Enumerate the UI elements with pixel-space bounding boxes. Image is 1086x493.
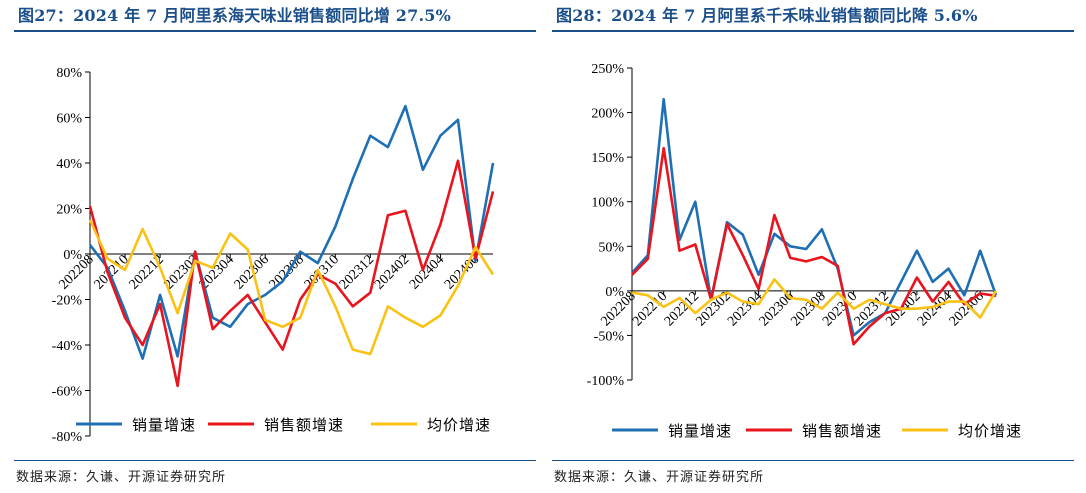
right-y-tick-label: 200% [591, 107, 624, 122]
right-legend-label: 销量增速 [668, 422, 732, 440]
left-legend-label: 均价增速 [427, 416, 491, 434]
right-chart-title: 图28：2024 年 7 月阿里系千禾味业销售额同比降 5.6% [556, 6, 978, 25]
right-series-line-1 [631, 97, 998, 337]
right-series-line-3 [631, 278, 998, 319]
left-chart-panel: 图27：2024 年 7 月阿里系海天味业销售额同比增 27.5% 80% 60%… [14, 0, 544, 493]
left-x-tick-label: 202306 [232, 252, 272, 292]
right-x-tick-label: 202210 [630, 289, 670, 329]
right-y-tick-label: 150% [591, 151, 624, 166]
right-title-rule [552, 30, 1074, 32]
right-legend-label: 均价增速 [958, 422, 1022, 440]
left-y-tick-label: -40% [52, 339, 83, 354]
left-data-source: 数据来源：久谦、开源证券研究所 [16, 470, 227, 485]
right-source-rule [552, 460, 1074, 461]
right-y-tick-label: 100% [591, 196, 624, 211]
left-series-line-1 [88, 104, 495, 360]
left-legend-label: 销售额增速 [264, 416, 344, 434]
right-x-tick-label: 202212 [662, 289, 702, 329]
right-legend-label: 销售额增速 [802, 422, 882, 440]
left-y-tick-label: -20% [52, 294, 83, 309]
left-y-tick-label: 60% [56, 112, 82, 127]
right-legend: 销量增速 销售额增速 均价增速 [612, 422, 1022, 440]
right-y-tick-label: -100% [587, 374, 625, 389]
left-y-tick-label: 0% [63, 248, 82, 263]
left-y-tick-label: -60% [52, 385, 83, 400]
left-y-tick-label: -80% [52, 430, 83, 445]
left-source-rule [14, 460, 536, 461]
right-chart-panel: 图28：2024 年 7 月阿里系千禾味业销售额同比降 5.6% 250% 200… [552, 0, 1082, 493]
right-y-tick-label: 0% [605, 285, 624, 300]
right-y-tick-label: -50% [594, 329, 625, 344]
right-x-tick-label: 202406 [947, 289, 987, 329]
right-line-chart: 250%200%150%100%50%0%-50%-100%2022082022… [587, 62, 1022, 440]
right-series-line-2 [631, 146, 997, 346]
right-y-tick-label: 250% [591, 62, 624, 77]
left-legend-label: 销量增速 [132, 416, 196, 434]
left-line-chart: 80%60%40%20%0%-20%-40%-60%-80%2022082022… [52, 66, 495, 445]
left-y-tick-label: 40% [56, 157, 82, 172]
left-series-line-3 [88, 219, 495, 356]
left-y-tick-label: 80% [56, 66, 82, 81]
left-chart-title: 图27：2024 年 7 月阿里系海天味业销售额同比增 27.5% [18, 6, 451, 25]
left-y-tick-label: 20% [56, 203, 82, 218]
left-series-line-2 [88, 159, 495, 388]
left-legend: 销量增速 销售额增速 均价增速 [76, 416, 491, 434]
left-title-rule [14, 30, 536, 32]
right-data-source: 数据来源：久谦、开源证券研究所 [554, 470, 765, 485]
right-y-tick-label: 50% [598, 240, 624, 255]
